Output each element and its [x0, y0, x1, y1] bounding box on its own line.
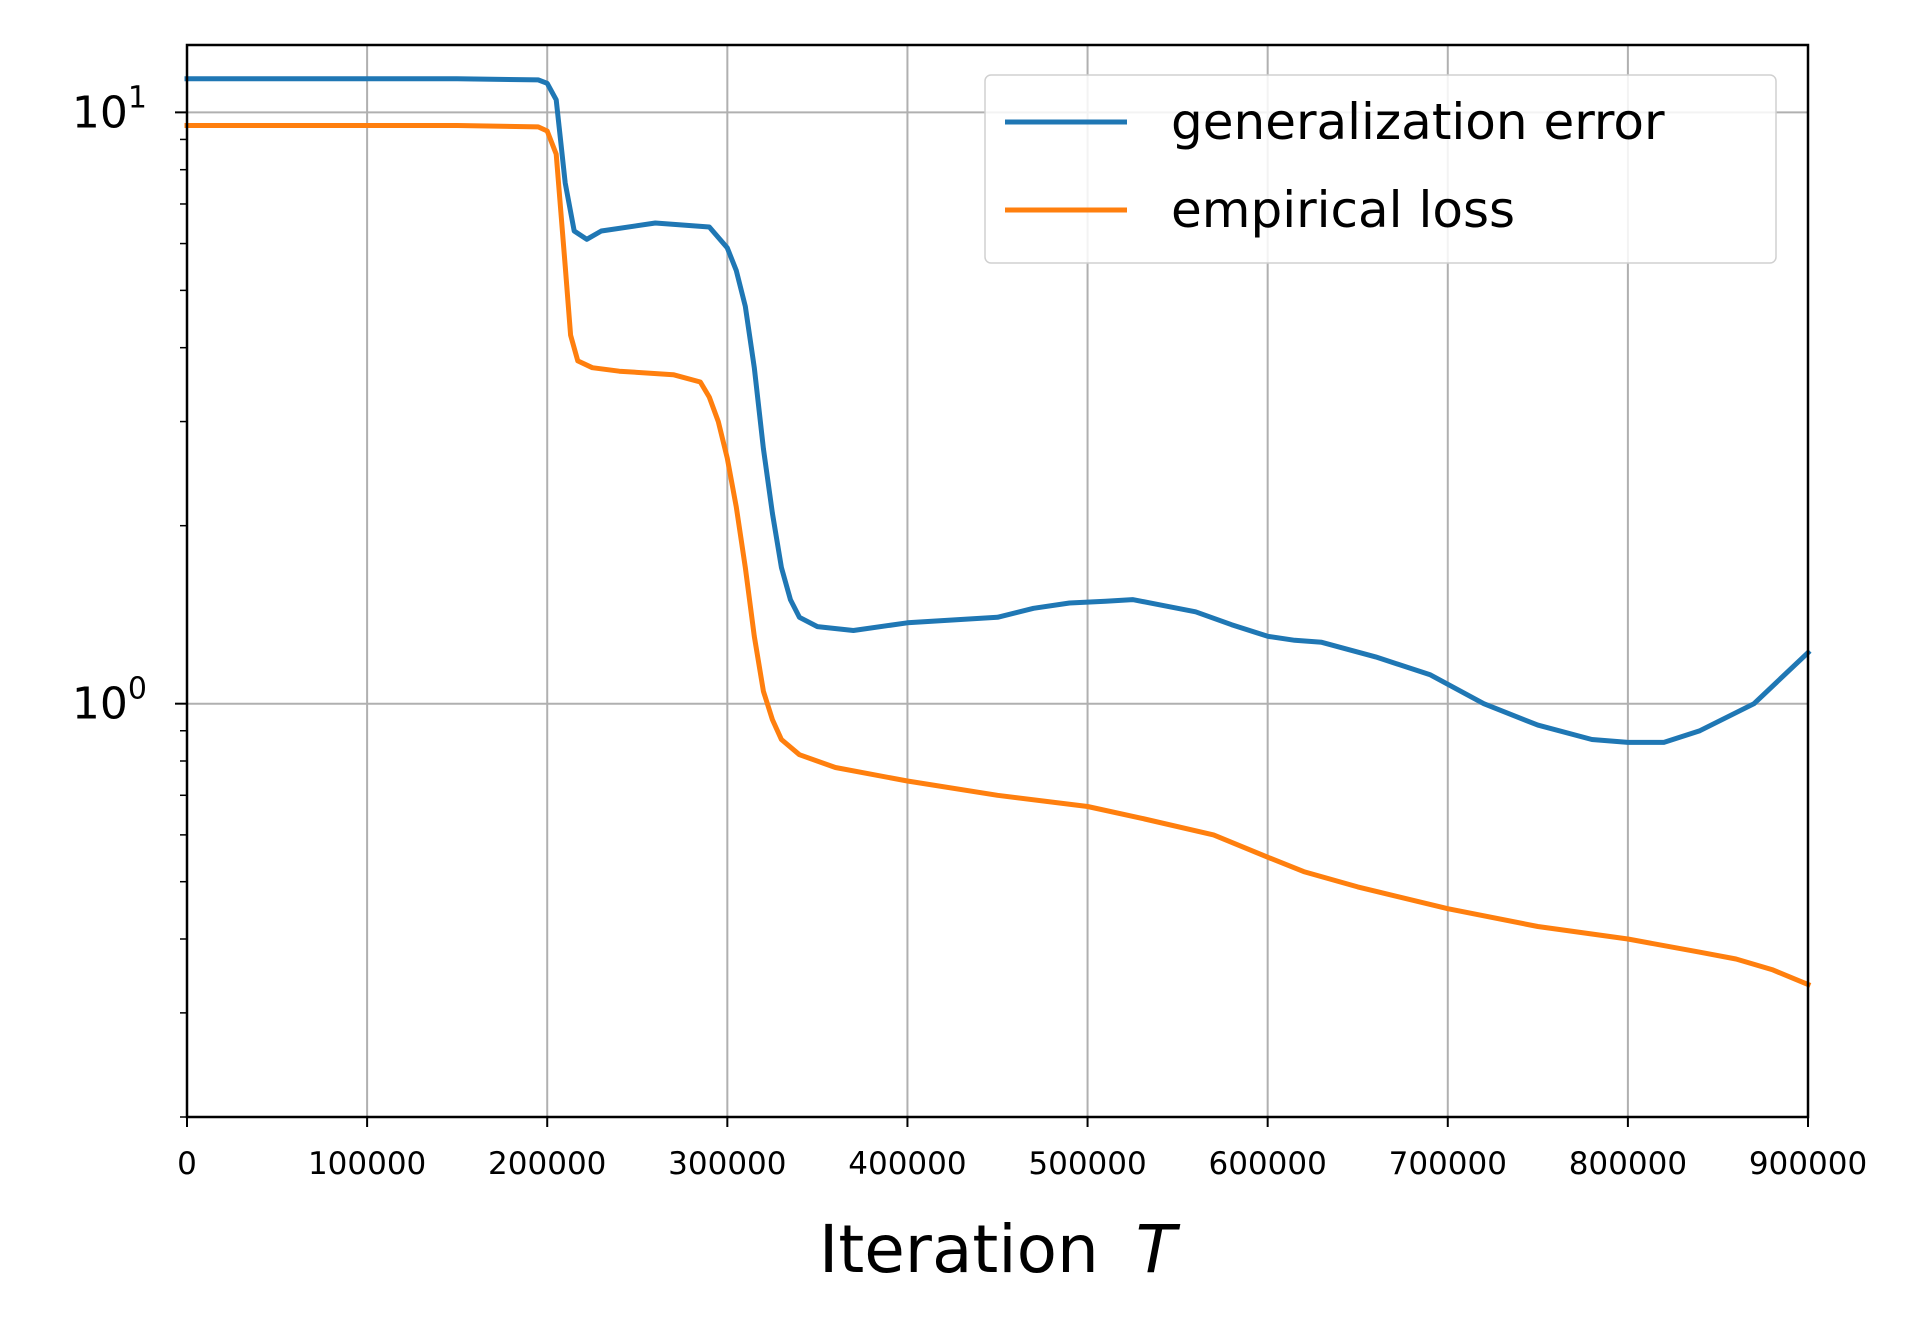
x-tick-label: 700000 [1389, 1146, 1507, 1182]
legend-entries: generalization error empirical loss [1005, 93, 1665, 239]
y-tick-label-exponent: 0 [128, 672, 147, 707]
x-tick-label: 300000 [668, 1146, 786, 1182]
x-tick-label: 100000 [308, 1146, 426, 1182]
legend-label: empirical loss [1171, 181, 1515, 239]
x-tick-label: 600000 [1208, 1146, 1326, 1182]
x-tick-label: 900000 [1749, 1146, 1867, 1182]
series-line-empirical-loss [184, 123, 1812, 988]
y-tick-label: 100 [72, 672, 147, 730]
legend-label: generalization error [1171, 93, 1665, 151]
plot-frame [185, 43, 1810, 1119]
series-line-generalization-error [184, 76, 1812, 745]
x-axis-title: Iteration T [819, 1211, 1181, 1288]
y-tick-label-base: 10 [72, 679, 128, 730]
x-tick-label: 500000 [1028, 1146, 1146, 1182]
x-tick-label: 800000 [1569, 1146, 1687, 1182]
legend: generalization error empirical loss [984, 74, 1777, 264]
x-tick-label: 200000 [488, 1146, 606, 1182]
x-axis-ticks: 0 100000 200000 300000 400000 500000 600000 700… [177, 1117, 1867, 1182]
x-tick-label: 0 [177, 1146, 197, 1182]
series-lines [184, 76, 1812, 988]
x-tick-label: 400000 [848, 1146, 966, 1182]
y-tick-label: 101 [72, 80, 147, 138]
y-tick-label-exponent: 1 [128, 80, 147, 115]
legend-box [984, 74, 1777, 264]
y-tick-label-base: 10 [72, 87, 128, 138]
x-axis-title-symbol: T [1136, 1211, 1181, 1288]
x-axis-title-text: Iteration [819, 1211, 1099, 1288]
